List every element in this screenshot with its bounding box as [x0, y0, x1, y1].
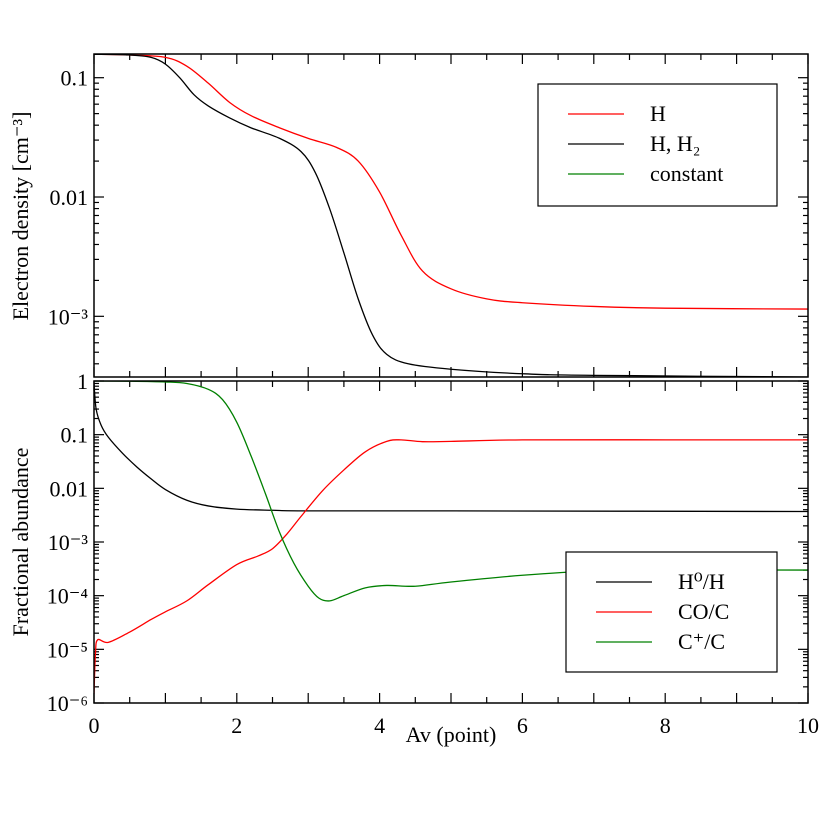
- legend-label: constant: [650, 161, 723, 186]
- y-axis-label-top: Electron density [cm⁻³]: [8, 112, 33, 321]
- top-panel: 0.1 0.01 10⁻³ H H, H₂ constant: [48, 53, 809, 378]
- x-tick-label: 8: [660, 713, 671, 738]
- y-tick-label: 10⁻⁴: [47, 584, 89, 609]
- plot-frame: [93, 380, 809, 704]
- series-line-1: [94, 439, 808, 694]
- y-tick-label: 10⁻⁶: [47, 691, 88, 716]
- y-tick-label: 0.01: [50, 476, 89, 501]
- y-tick-label: 10⁻³: [48, 304, 89, 329]
- plot-frame: [93, 53, 809, 378]
- y-tick-label: 0.1: [61, 66, 89, 91]
- x-tick-label: 2: [231, 713, 242, 738]
- legend-label: H⁰/H: [678, 569, 725, 594]
- y-tick-label: 0.01: [50, 185, 89, 210]
- legend-box: [537, 83, 778, 207]
- legend-label: H, H₂: [650, 131, 700, 156]
- legend: H⁰/H CO/C C⁺/C: [565, 551, 778, 673]
- y-tick-label: 1: [77, 369, 88, 394]
- bottom-panel: 1 0.1 0.01 10⁻³ 10⁻⁴ 10⁻⁵ 10⁻⁶0 2 4 6 8 10 H⁰/H CO/C C…: [47, 369, 819, 738]
- y-tick-label: 10⁻⁵: [47, 637, 88, 662]
- series-line-2: [94, 381, 808, 602]
- y-tick-label: 10⁻³: [48, 530, 89, 555]
- legend-label: H: [650, 101, 666, 126]
- y-tick-label: 0.1: [61, 423, 89, 448]
- legend-label: CO/C: [678, 599, 729, 624]
- series-line-0: [94, 54, 808, 310]
- legend-label: C⁺/C: [678, 629, 725, 654]
- x-tick-label: 10: [797, 713, 819, 738]
- x-axis-label: Av (point): [406, 722, 497, 747]
- series-line-0: [94, 383, 808, 513]
- legend: H H, H₂ constant: [537, 83, 778, 207]
- x-tick-label: 0: [89, 713, 100, 738]
- x-tick-label: 6: [517, 713, 528, 738]
- x-tick-label: 4: [374, 713, 385, 738]
- series-line-1: [94, 54, 808, 377]
- y-axis-label-bottom: Fractional abundance: [8, 448, 33, 637]
